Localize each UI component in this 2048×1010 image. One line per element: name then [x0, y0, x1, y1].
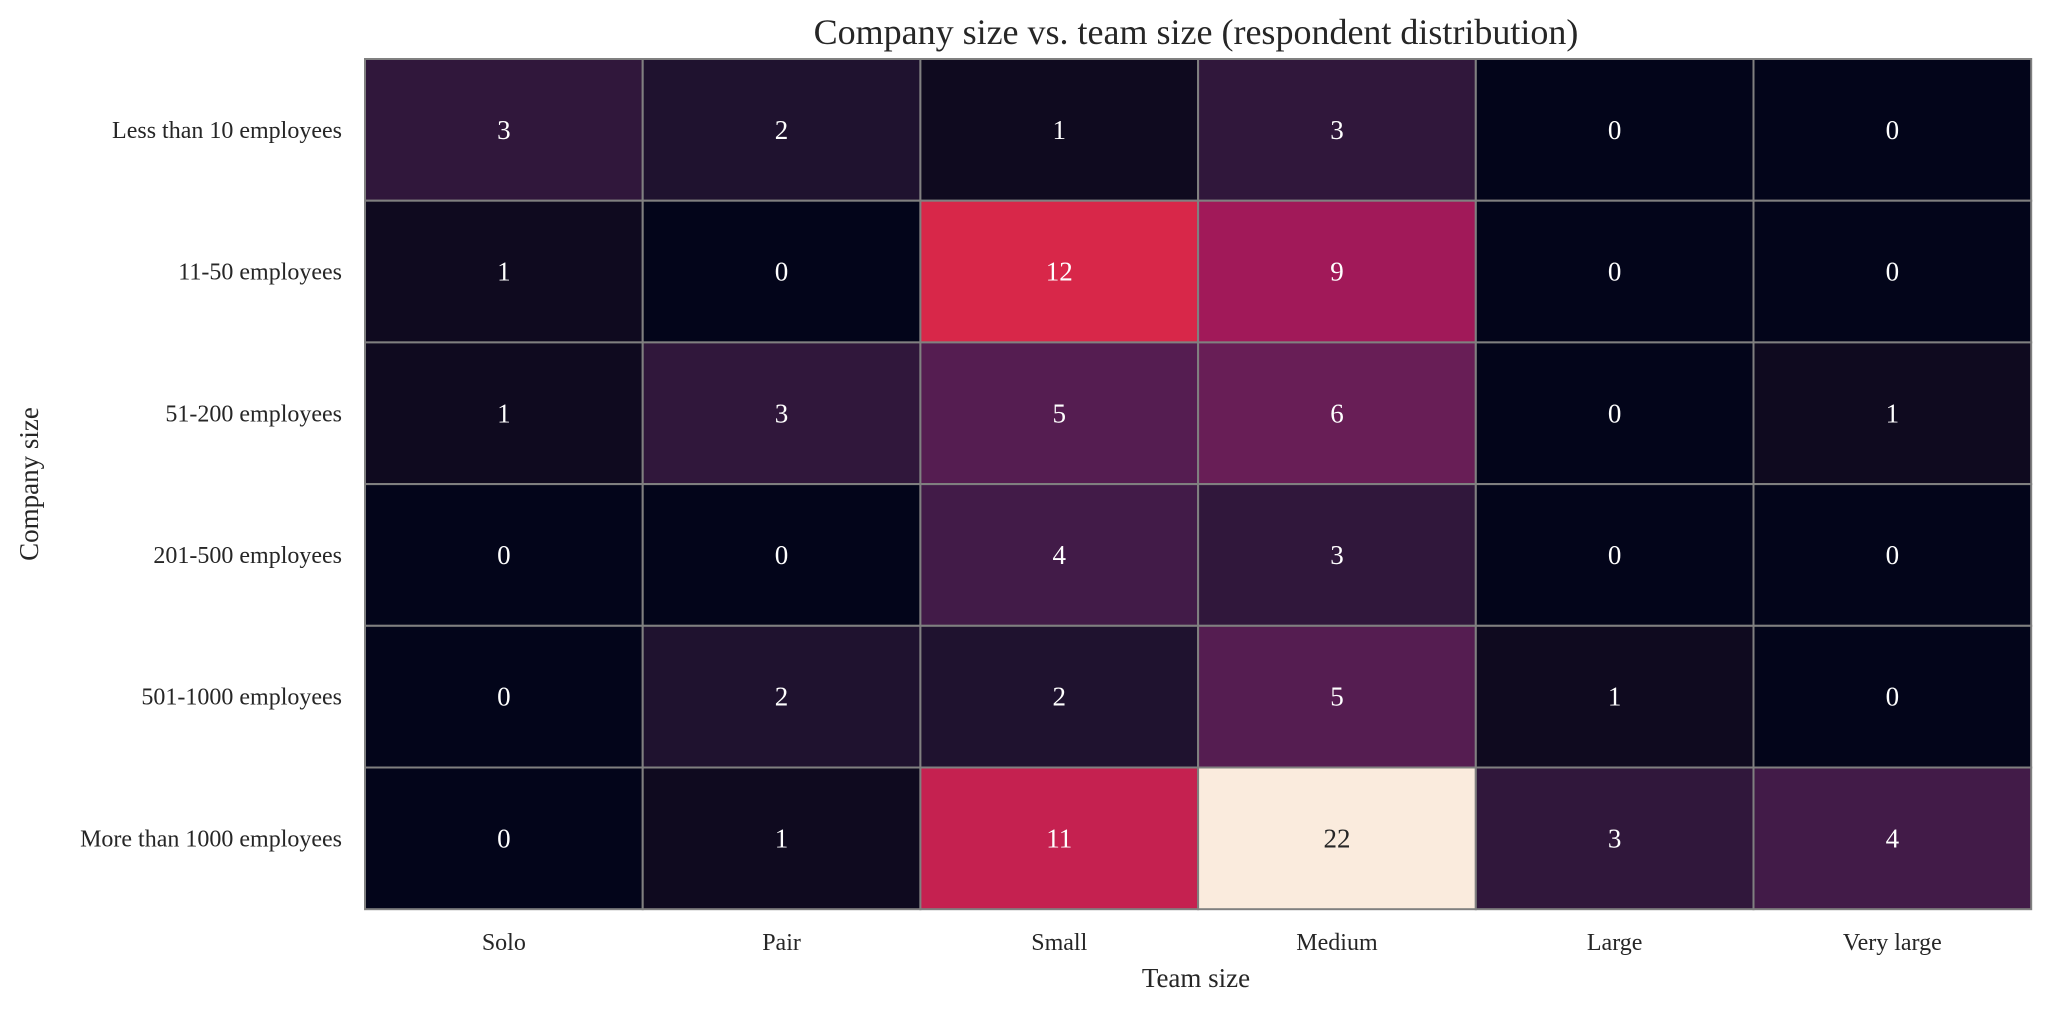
heatmap-cell-value: 3: [1330, 115, 1344, 145]
heatmap-cell: [364, 624, 644, 769]
heatmap-cell-value: 2: [1053, 682, 1067, 712]
heatmap-cell-value: 1: [497, 398, 511, 428]
heatmap-cell-value: 0: [1886, 682, 1900, 712]
heatmap-cell-value: 4: [1053, 540, 1067, 570]
heatmap-cell-value: 0: [1608, 540, 1622, 570]
heatmap-cell: [1474, 341, 1755, 486]
heatmap-cell-value: 0: [497, 823, 511, 853]
heatmap-cell-value: 2: [775, 682, 789, 712]
heatmap-cell: [1197, 199, 1477, 344]
y-tick-label: 51-200 employees: [165, 401, 342, 427]
y-tick-label: Less than 10 employees: [112, 118, 342, 144]
heatmap-cell-value: 0: [775, 540, 789, 570]
x-tick-label: Small: [1031, 930, 1087, 956]
x-tick-label: Solo: [482, 930, 526, 956]
heatmap-cell: [1474, 624, 1755, 769]
heatmap-cell-value: 5: [1053, 398, 1067, 428]
heatmap-cell: [1752, 341, 2033, 486]
heatmap-cell: [641, 483, 922, 627]
heatmap-cell-value: 6: [1330, 398, 1344, 428]
heatmap-cell: [364, 341, 644, 486]
heatmap-cell: [1752, 58, 2033, 202]
heatmap-cell: [1197, 341, 1477, 486]
heatmap-cell-value: 0: [1608, 398, 1622, 428]
heatmap-cell: [1752, 483, 2033, 627]
heatmap-cell: [1197, 58, 1477, 202]
heatmap-cell: [364, 766, 644, 911]
heatmap-cell: [1474, 483, 1755, 627]
heatmap-cells: [364, 58, 2033, 911]
y-tick-label: 501-1000 employees: [141, 685, 342, 711]
heatmap-cell: [641, 58, 922, 202]
x-tick-label: Pair: [762, 930, 801, 956]
heatmap-cell-value: 1: [1053, 115, 1067, 145]
heatmap-cell-value: 0: [497, 682, 511, 712]
heatmap-cell-value: 2: [775, 115, 789, 145]
heatmap-cell: [364, 58, 644, 202]
heatmap-cell-value: 1: [1608, 682, 1622, 712]
heatmap-cell-value: 3: [497, 115, 511, 145]
heatmap-cell-value: 0: [1886, 257, 1900, 287]
y-axis-label: Company size: [14, 407, 44, 561]
heatmap-cell-value: 9: [1330, 257, 1344, 287]
y-tick-label: 11-50 employees: [178, 260, 342, 286]
heatmap-cell-value: 0: [1886, 115, 1900, 145]
heatmap-cell-value: 5: [1330, 682, 1344, 712]
heatmap-cell: [1197, 766, 1477, 911]
heatmap-cell-value: 3: [1608, 823, 1622, 853]
heatmap-cell-value: 12: [1046, 257, 1073, 287]
heatmap-cell-value: 1: [497, 257, 511, 287]
heatmap-cell-value: 0: [775, 257, 789, 287]
heatmap-cell-value: 1: [1886, 398, 1900, 428]
heatmap-cell: [1752, 199, 2033, 344]
y-tick-label: More than 1000 employees: [80, 826, 342, 852]
x-axis-tick-labels: Solo Pair Small Medium Large Very large: [482, 930, 1942, 956]
heatmap-cell: [919, 483, 1200, 627]
heatmap-cell: [1474, 766, 1755, 911]
heatmap-cell: [1197, 624, 1477, 769]
x-axis-label: Team size: [1142, 963, 1250, 993]
heatmap-cell-value: 3: [775, 398, 789, 428]
heatmap-cell: [641, 341, 922, 486]
heatmap-cell: [1752, 766, 2033, 911]
heatmap-cell: [364, 483, 644, 627]
heatmap-cell: [1197, 483, 1477, 627]
heatmap-cell-labels: 3 2 1 3 0 01 0 12 9 0 01 3 5 6 0 10 0 4 3 0 00 2 2 5 1 00 1 11 22 3 4: [497, 115, 1900, 853]
heatmap-cell: [919, 58, 1200, 202]
heatmap-cell: [641, 199, 922, 344]
heatmap-cell: [919, 341, 1200, 486]
x-tick-label: Medium: [1296, 930, 1378, 956]
heatmap-cell: [1474, 58, 1755, 202]
heatmap-cell-value: 1: [775, 823, 789, 853]
heatmap-cell-value: 0: [1608, 257, 1622, 287]
heatmap-cell-value: 0: [497, 540, 511, 570]
heatmap-cell-value: 0: [1608, 115, 1622, 145]
heatmap-cell-value: 22: [1323, 823, 1350, 853]
heatmap-cell-value: 0: [1886, 540, 1900, 570]
heatmap-cell-value: 3: [1330, 540, 1344, 570]
x-tick-label: Large: [1587, 930, 1643, 956]
heatmap-cell: [919, 624, 1200, 769]
chart-title: Company size vs. team size (respondent d…: [814, 12, 1579, 52]
y-axis-tick-labels: Less than 10 employees 11-50 employees 51-…: [80, 118, 342, 852]
heatmap-cell-value: 4: [1886, 823, 1900, 853]
heatmap-cell: [1752, 624, 2033, 769]
y-tick-label: 201-500 employees: [153, 543, 342, 569]
heatmap-cell-value: 11: [1046, 823, 1072, 853]
x-tick-label: Very large: [1843, 930, 1942, 956]
